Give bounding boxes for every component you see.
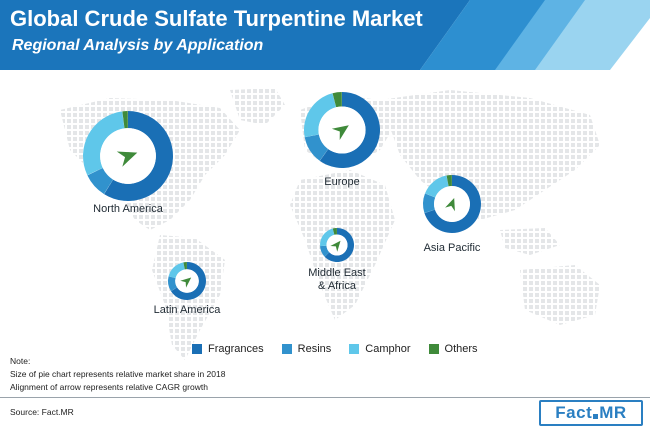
header-banner — [0, 0, 650, 70]
slice-middle-east-and-africa-fragrances — [324, 228, 355, 262]
legend-label-fragrances: Fragrances — [208, 343, 264, 355]
region-label-middle-east-and-africa: Middle East & Africa — [308, 267, 365, 292]
page-subtitle: Regional Analysis by Application — [12, 37, 264, 54]
donut-north-america: North America — [83, 111, 173, 215]
legend-swatch-resins — [281, 344, 292, 354]
note-heading: Note: — [10, 356, 31, 366]
donut-latin-america: Latin America — [154, 262, 222, 316]
source-text: Source: Fact.MR — [10, 407, 74, 417]
slice-europe-others — [332, 92, 342, 108]
legend-item-others: Others — [428, 343, 478, 355]
slice-north-america-others — [122, 111, 128, 129]
slice-asia-pacific-resins — [423, 193, 436, 213]
legend-label-camphor: Camphor — [365, 343, 411, 355]
slice-middle-east-and-africa-resins — [320, 245, 330, 257]
slice-latin-america-resins — [168, 276, 178, 292]
slice-asia-pacific-camphor — [425, 175, 449, 198]
legend-swatch-others — [428, 344, 439, 354]
slice-asia-pacific-others — [446, 175, 452, 187]
logo-text-right: MR — [599, 403, 627, 422]
legend-label-resins: Resins — [297, 343, 332, 355]
logo-dot-icon — [593, 414, 599, 419]
donut-middle-east-and-africa: Middle East & Africa — [308, 228, 366, 292]
chart-note: Note: Size of pie chart represents relat… — [10, 355, 225, 394]
world-map-chart: North America Europe Asia Pacific Middle Ea… — [60, 88, 600, 360]
legend-label-others: Others — [444, 343, 478, 355]
slice-latin-america-fragrances — [171, 262, 206, 300]
cagr-arrow-icon-asia-pacific — [445, 198, 455, 212]
slice-latin-america-camphor — [168, 262, 185, 279]
note-line-arrow: Alignment of arrow represents relative C… — [10, 382, 208, 392]
cagr-arrow-icon-europe — [331, 125, 349, 140]
slice-middle-east-and-africa-camphor — [320, 228, 335, 247]
slice-north-america-fragrances — [104, 111, 173, 201]
slice-north-america-resins — [87, 168, 114, 194]
region-label-europe: Europe — [324, 176, 359, 188]
region-label-asia-pacific: Asia Pacific — [424, 242, 481, 254]
region-label-latin-america: Latin America — [154, 304, 222, 316]
legend-swatch-fragrances — [192, 344, 202, 354]
slice-europe-resins — [304, 134, 329, 161]
footer-divider — [0, 397, 650, 398]
cagr-arrow-icon-north-america — [116, 151, 138, 167]
slice-middle-east-and-africa-others — [332, 228, 337, 235]
slice-europe-fragrances — [319, 92, 381, 168]
legend-item-camphor: Camphor — [349, 343, 411, 355]
legend-item-fragrances: Fragrances — [192, 343, 264, 355]
slice-europe-camphor — [304, 93, 337, 138]
page-title: Global Crude Sulfate Turpentine Market — [10, 6, 423, 31]
cagr-arrow-icon-latin-america — [180, 277, 192, 288]
chart-legend: Fragrances Resins Camphor Others — [192, 343, 478, 355]
slice-north-america-camphor — [83, 111, 125, 176]
logo-text-left: Fact — [555, 403, 593, 422]
region-donut-group: North America Europe Asia Pacific Middle Ea… — [83, 92, 481, 316]
slice-asia-pacific-fragrances — [424, 175, 481, 233]
slice-latin-america-others — [183, 262, 187, 270]
legend-swatch-camphor — [349, 344, 360, 354]
legend-item-resins: Resins — [281, 343, 332, 355]
donut-asia-pacific: Asia Pacific — [423, 175, 481, 254]
donut-europe: Europe — [304, 92, 381, 188]
cagr-arrow-icon-middle-east-and-africa — [330, 240, 341, 252]
region-label-north-america: North America — [93, 203, 164, 215]
factmr-logo: Fact MR — [539, 400, 643, 426]
note-line-size: Size of pie chart represents relative ma… — [10, 369, 226, 379]
